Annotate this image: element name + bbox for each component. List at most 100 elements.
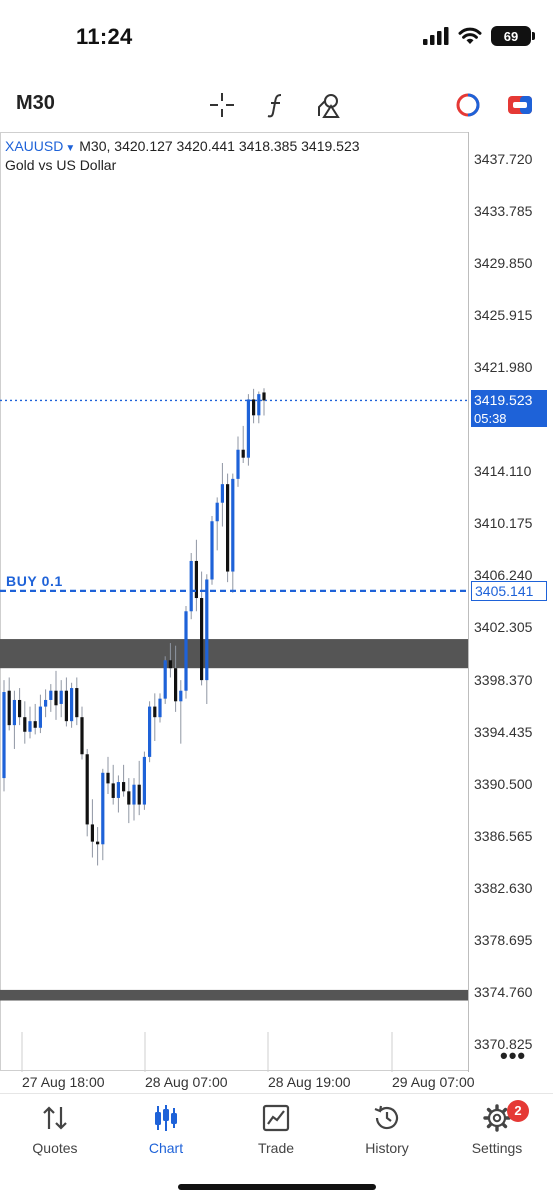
wifi-icon [458, 27, 482, 44]
candle-body [96, 841, 100, 845]
symbol-dropdown-icon[interactable]: ▼ [65, 143, 76, 154]
candle-body [106, 772, 110, 784]
price-axis-label: 3425.915 [474, 306, 533, 323]
candle-body [101, 772, 105, 845]
candle-body [142, 756, 146, 805]
candle-body [137, 784, 141, 805]
candle-body [153, 706, 157, 718]
candle-body [220, 484, 224, 503]
tab-label: Settings [471, 1140, 523, 1156]
candle-body [210, 521, 214, 580]
price-axis-label: 3378.695 [474, 931, 533, 948]
candle-body [33, 721, 37, 728]
tab-label: History [365, 1140, 409, 1156]
status-icons: 69 [423, 26, 535, 46]
price-chart[interactable]: XAUUSD ▼ M30, 3420.127 3420.441 3418.385 3… [0, 132, 553, 1072]
candle-body [49, 690, 53, 700]
tab-label: Trade [257, 1140, 295, 1156]
candle-body [127, 791, 131, 805]
candle-body [80, 717, 84, 755]
candle-body [38, 706, 42, 728]
candle-body [132, 784, 136, 805]
candle-body [12, 699, 16, 726]
buy-price-tag: 3405.141 [471, 580, 547, 601]
price-axis-label: 3414.110 [474, 463, 532, 480]
zone-band [0, 989, 468, 1001]
indicator-function-icon[interactable] [259, 88, 293, 122]
time-axis-label: 28 Aug 07:00 [145, 1074, 228, 1090]
tab-history[interactable]: History [337, 1102, 437, 1156]
candle-body [163, 660, 167, 699]
price-axis-label: 3386.565 [474, 827, 533, 844]
price-axis-label: 3390.500 [474, 775, 533, 792]
price-axis-label: 3410.175 [474, 515, 533, 532]
current-price-tag: 3419.523 [471, 390, 547, 411]
candle-body [54, 690, 58, 706]
candle-body [2, 692, 6, 779]
battery-level: 69 [503, 28, 519, 44]
price-axis-label: 3406.240 [474, 567, 533, 584]
status-time: 11:24 [76, 24, 133, 49]
time-axis-label: 28 Aug 19:00 [268, 1074, 351, 1090]
tab-quotes[interactable]: Quotes [5, 1102, 105, 1156]
candle-body [158, 698, 162, 718]
quotes-arrows-icon [5, 1102, 105, 1134]
tab-trade[interactable]: Trade [226, 1102, 326, 1156]
candle-body [241, 449, 245, 458]
candle-body [246, 399, 250, 458]
price-axis-label: 3370.825 [474, 1036, 533, 1053]
trade-toggle-icon[interactable] [503, 88, 537, 122]
color-theme-icon[interactable] [451, 88, 485, 122]
buy-order-label[interactable]: BUY 0.1 [6, 572, 63, 589]
symbol-info: XAUUSD ▼ M30, 3420.127 3420.441 3418.385 3… [5, 138, 360, 154]
candle-body [189, 560, 193, 612]
time-axis-label: 29 Aug 07:00 [392, 1074, 475, 1090]
symbol-name[interactable]: XAUUSD [5, 138, 64, 154]
timeframe-selector[interactable]: M30 [16, 92, 55, 114]
crosshair-icon[interactable] [205, 88, 239, 122]
candle-body [59, 690, 63, 704]
candle-body [262, 392, 266, 401]
price-axis-label: 3382.630 [474, 879, 533, 896]
bottom-tab-bar: Quotes Chart Trade [0, 1093, 553, 1165]
time-axis-label: 27 Aug 18:00 [22, 1074, 105, 1090]
candle-body [174, 668, 178, 702]
trade-chart-icon [226, 1102, 326, 1134]
tab-label: Quotes [32, 1140, 78, 1156]
zone-band [0, 639, 468, 669]
candle-body [200, 598, 204, 681]
symbol-description: Gold vs US Dollar [5, 157, 117, 173]
tab-settings[interactable]: 2 Settings [447, 1100, 547, 1156]
price-axis-label: 3421.980 [474, 358, 533, 375]
candle-body [44, 699, 48, 707]
price-axis-label: 3394.435 [474, 723, 533, 740]
candle-body [257, 394, 261, 416]
candle-body [116, 782, 120, 798]
candle-body [75, 688, 79, 718]
candle-body [7, 690, 11, 726]
ohlc-values: M30, 3420.127 3420.441 3418.385 3419.523 [79, 138, 360, 154]
candle-body [168, 660, 172, 669]
objects-icon[interactable] [313, 88, 347, 122]
price-axis-label: 3433.785 [474, 202, 533, 219]
history-clock-icon [337, 1102, 437, 1134]
cellular-signal-icon [423, 27, 449, 45]
price-axis-label: 3398.370 [474, 671, 533, 688]
chart-canvas[interactable] [0, 132, 553, 1072]
candle-body [194, 560, 198, 599]
candle-body [252, 399, 256, 416]
candle-body [18, 699, 22, 718]
candle-body [236, 449, 240, 479]
candle-body [111, 783, 115, 798]
candle-body [23, 717, 27, 732]
notification-badge: 2 [507, 1100, 529, 1122]
candle-body [231, 478, 235, 572]
tab-chart[interactable]: Chart [116, 1102, 216, 1156]
more-options-icon[interactable]: ••• [500, 1043, 527, 1068]
tab-label: Chart [148, 1140, 184, 1156]
candle-body [215, 502, 219, 522]
candle-body [85, 754, 89, 825]
price-axis-label: 3402.305 [474, 619, 533, 636]
status-bar: 11:24 69 [0, 0, 553, 75]
candle-body [28, 721, 32, 732]
